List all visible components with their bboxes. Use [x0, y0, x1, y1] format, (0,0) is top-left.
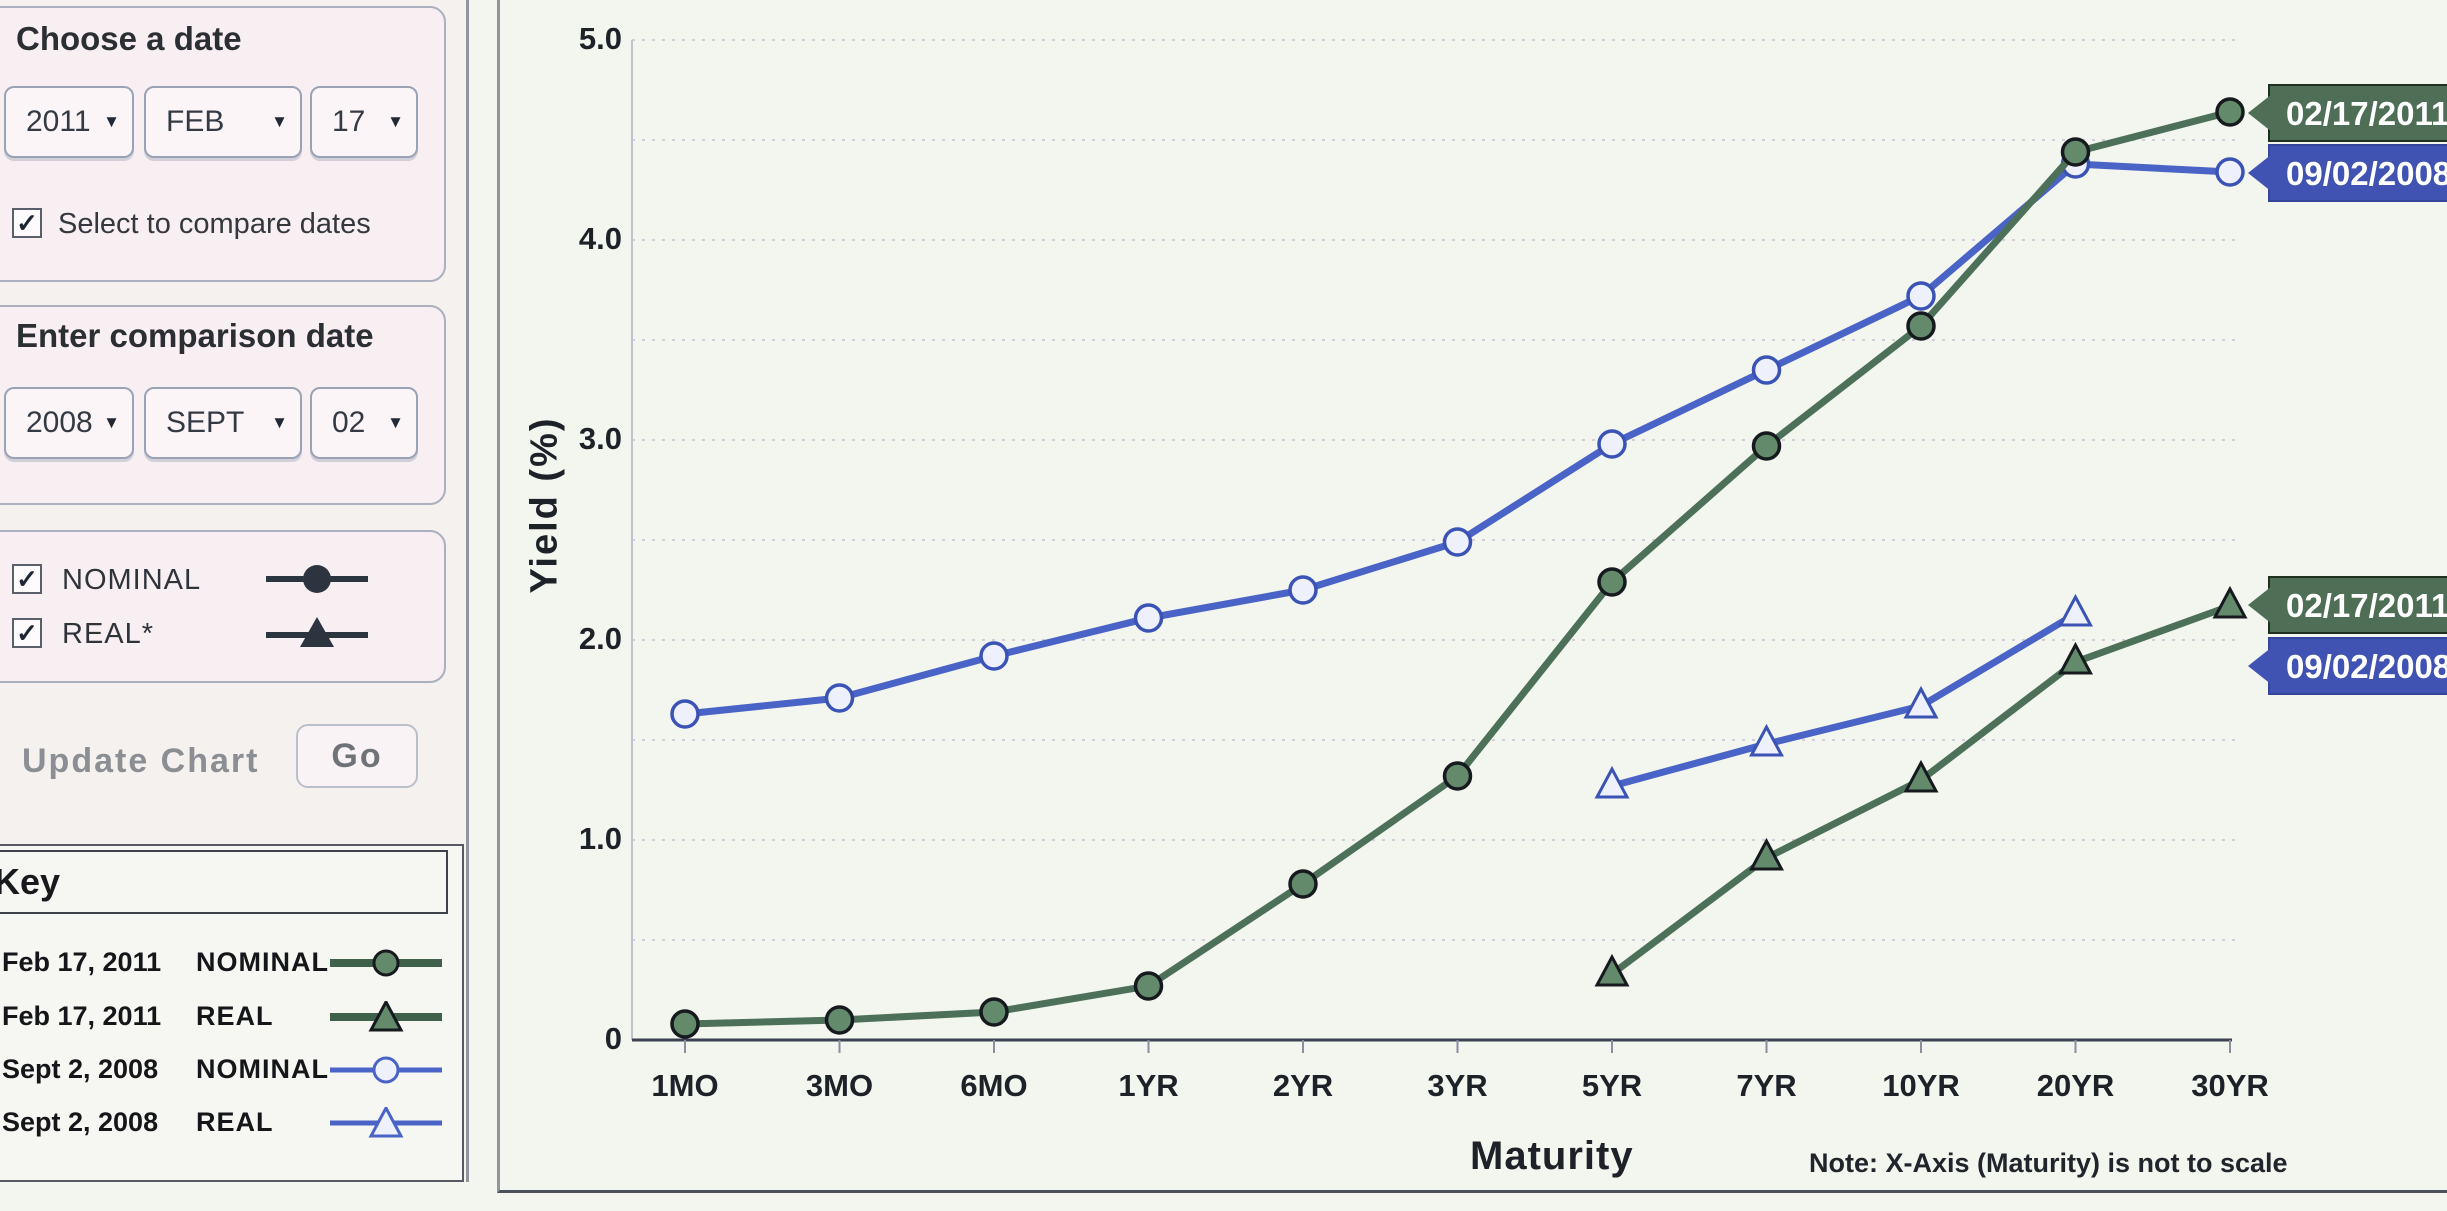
compare-dates-label: Select to compare dates	[58, 208, 371, 240]
key-row: Sept 2, 2008 REAL	[0, 1107, 460, 1141]
chevron-down-icon: ▼	[271, 112, 288, 131]
series-line-nominal-2011	[681, 108, 2234, 1028]
data-point-nominal-2008	[979, 641, 1009, 671]
day-select-value: 17	[332, 105, 366, 138]
data-point-nominal-2008	[1442, 527, 1473, 557]
data-point-real-2011	[2057, 641, 2094, 675]
data-point-nominal-2008	[1597, 429, 1627, 459]
data-point-nominal-2011	[1442, 761, 1473, 791]
sidebar: Choose a date 2011 ▼ FEB ▼ 17 ▼ ✓ Select…	[0, 0, 469, 1182]
real-line-symbol-icon	[266, 617, 368, 647]
tag-real-2011: 02/17/2011	[2268, 576, 2447, 634]
comparison-date-title: Enter comparison date	[16, 317, 374, 354]
data-point-real-2008	[1748, 723, 1785, 757]
year-select[interactable]: 2011 ▼	[4, 86, 134, 158]
key-title-box: Key	[0, 850, 448, 914]
data-point-nominal-2011	[2215, 97, 2245, 127]
key-row: Feb 17, 2011 REAL	[0, 1001, 460, 1035]
year-select-value: 2011	[26, 105, 91, 138]
data-point-nominal-2008	[1751, 355, 1782, 385]
tag-nominal-2011: 02/17/2011	[2268, 84, 2447, 142]
data-point-nominal-2008	[1288, 575, 1318, 605]
key-row-date: Sept 2, 2008	[2, 1054, 159, 1084]
key-row-series: REAL	[196, 1001, 274, 1031]
check-icon: ✓	[16, 208, 38, 238]
nominal-toggle-label: NOMINAL	[62, 564, 202, 596]
check-icon: ✓	[16, 618, 38, 648]
series-toggle-panel: ✓ NOMINAL ✓ REAL*	[0, 530, 446, 683]
real-checkbox[interactable]: ✓	[12, 618, 42, 648]
chevron-down-icon: ▼	[103, 112, 120, 131]
data-point-nominal-2011	[1751, 431, 1782, 461]
month-select[interactable]: FEB ▼	[144, 86, 302, 158]
update-chart-label: Update Chart	[22, 742, 260, 780]
data-point-nominal-2008	[1133, 603, 1164, 633]
data-point-nominal-2008	[2215, 157, 2245, 187]
chart-container	[497, 0, 2447, 1193]
data-point-nominal-2011	[2060, 137, 2091, 167]
series-line-real-2008	[1608, 610, 2079, 790]
key-row: Feb 17, 2011 NOMINAL	[0, 947, 460, 981]
choose-date-title: Choose a date	[16, 20, 242, 57]
data-point-real-2011	[1903, 759, 1939, 793]
chevron-down-icon: ▼	[103, 413, 120, 432]
nominal-2011-symbol-icon	[330, 949, 442, 977]
real-toggle-label: REAL*	[62, 618, 155, 650]
key-row: Sept 2, 2008 NOMINAL	[0, 1054, 460, 1088]
data-point-real-2008	[2057, 593, 2094, 627]
compare-dates-checkbox[interactable]: ✓	[12, 208, 42, 238]
chevron-down-icon: ▼	[387, 413, 404, 432]
real-2008-symbol-icon	[330, 1107, 442, 1138]
chevron-down-icon: ▼	[387, 112, 404, 131]
month-select-value: FEB	[166, 105, 225, 138]
comparison-day-select[interactable]: 02 ▼	[310, 387, 418, 459]
real-2011-symbol-icon	[330, 1001, 442, 1032]
comparison-day-value: 02	[332, 406, 366, 439]
key-row-date: Feb 17, 2011	[2, 1001, 162, 1031]
comparison-month-value: SEPT	[166, 406, 245, 439]
key-row-series: NOMINAL	[196, 1054, 329, 1084]
nominal-checkbox[interactable]: ✓	[12, 564, 42, 594]
data-point-nominal-2011	[670, 1009, 700, 1039]
data-point-nominal-2008	[670, 699, 700, 729]
comparison-month-select[interactable]: SEPT ▼	[144, 387, 302, 459]
series-line-nominal-2008	[681, 160, 2234, 718]
data-point-nominal-2008	[824, 683, 855, 713]
key-row-date: Sept 2, 2008	[2, 1107, 159, 1137]
key-title: Key	[0, 861, 61, 902]
chevron-down-icon: ▼	[271, 413, 288, 432]
data-point-nominal-2011	[824, 1005, 855, 1035]
data-point-nominal-2011	[1133, 971, 1164, 1001]
tag-nominal-2008: 09/02/2008	[2268, 144, 2447, 202]
tag-real-2008: 09/02/2008	[2268, 637, 2447, 695]
data-point-real-2008	[1903, 685, 1939, 719]
key-row-series: REAL	[196, 1107, 274, 1137]
data-point-real-2011	[1594, 953, 1630, 987]
key-row-series: NOMINAL	[196, 947, 329, 977]
nominal-line-symbol-icon	[266, 565, 368, 593]
data-point-real-2011	[1748, 837, 1785, 871]
check-icon: ✓	[16, 564, 38, 594]
data-point-nominal-2011	[1597, 567, 1627, 597]
comparison-year-select[interactable]: 2008 ▼	[4, 387, 134, 459]
data-point-real-2011	[2212, 585, 2248, 619]
comparison-year-value: 2008	[26, 406, 93, 439]
comparison-date-panel: Enter comparison date 2008 ▼ SEPT ▼ 02 ▼	[0, 305, 446, 505]
data-point-nominal-2008	[1906, 281, 1936, 311]
data-point-nominal-2011	[1906, 311, 1936, 341]
key-row-date: Feb 17, 2011	[2, 947, 162, 977]
nominal-2008-symbol-icon	[330, 1056, 442, 1084]
choose-date-panel: Choose a date 2011 ▼ FEB ▼ 17 ▼ ✓ Select…	[0, 6, 446, 282]
go-button[interactable]: Go	[296, 724, 418, 788]
day-select[interactable]: 17 ▼	[310, 86, 418, 158]
data-point-nominal-2011	[1288, 869, 1318, 899]
data-point-real-2008	[1594, 765, 1630, 799]
data-point-nominal-2011	[979, 997, 1009, 1027]
